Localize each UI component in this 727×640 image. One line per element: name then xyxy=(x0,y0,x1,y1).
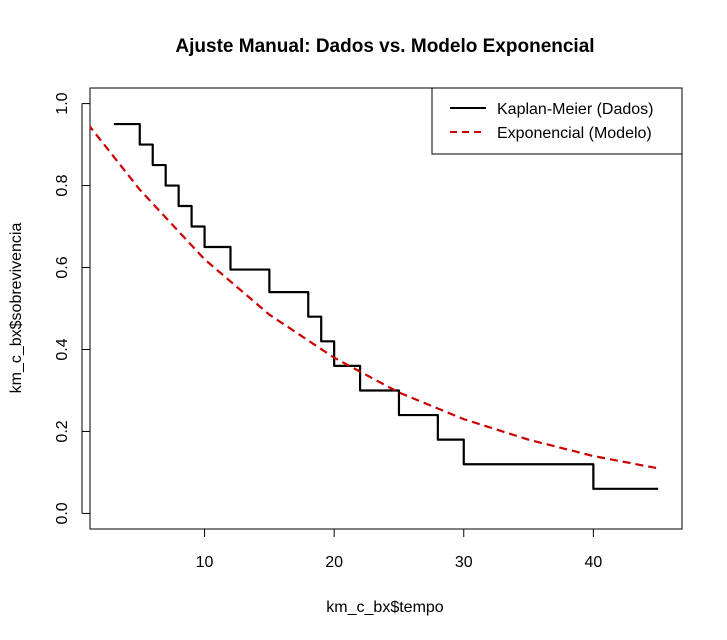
legend-box xyxy=(431,87,683,155)
x-tick-label: 40 xyxy=(584,554,602,571)
y-tick-label: 0.6 xyxy=(54,256,71,278)
legend: Kaplan-Meier (Dados) Exponencial (Modelo… xyxy=(431,87,683,155)
series-exponencial-dashed-line xyxy=(90,124,659,470)
x-tick-label: 30 xyxy=(455,554,473,571)
y-axis: 0.0 0.2 0.4 0.6 0.8 1.0 xyxy=(54,92,90,525)
x-tick-label: 20 xyxy=(325,554,343,571)
series-layer xyxy=(90,122,659,490)
x-axis: 10 20 30 40 xyxy=(196,528,602,571)
x-tick-label: 10 xyxy=(196,554,214,571)
y-tick-label: 0.4 xyxy=(54,338,71,360)
y-tick-label: 1.0 xyxy=(54,92,71,114)
series-kaplan-meier-step-line xyxy=(113,122,659,490)
legend-label-kaplan-meier: Kaplan-Meier (Dados) xyxy=(497,101,654,118)
y-tick-label: 0.0 xyxy=(54,502,71,524)
y-tick-label: 0.8 xyxy=(54,174,71,196)
y-tick-label: 0.2 xyxy=(54,420,71,442)
chart-title: Ajuste Manual: Dados vs. Modelo Exponenc… xyxy=(175,36,594,57)
y-axis-label: km_c_bx$sobrevivencia xyxy=(8,223,25,394)
x-axis-label: km_c_bx$tempo xyxy=(326,599,443,616)
legend-label-exponencial: Exponencial (Modelo) xyxy=(497,125,652,142)
